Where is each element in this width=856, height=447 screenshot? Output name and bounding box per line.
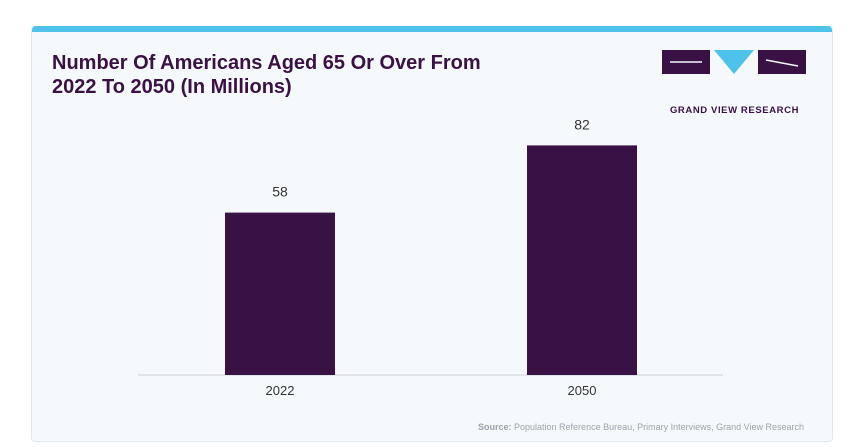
logo-right-block [758,50,806,74]
source-text: Population Reference Bureau, Primary Int… [514,422,804,432]
grand-view-research-logo: GRAND VIEW RESEARCH [662,50,807,116]
logo-icon [662,50,806,74]
bar-2022 [225,212,335,375]
logo-text: GRAND VIEW RESEARCH [669,105,800,116]
data-label-2050: 82 [574,116,590,132]
logo-triangle [714,50,754,74]
x-tick-label-2022: 2022 [266,383,295,398]
data-label-2022: 58 [272,184,288,200]
source-label: Source: [477,422,512,432]
chart-title: Number Of Americans Aged 65 Or Over From… [52,52,481,98]
chart-card: Number Of Americans Aged 65 Or Over From… [31,26,833,442]
x-tick-label-2050: 2050 [568,383,597,398]
card-top-accent [32,26,832,32]
logo-right-notch [765,59,799,67]
bar-2050 [527,145,637,375]
source-note: Source: Population Reference Bureau, Pri… [478,422,804,432]
